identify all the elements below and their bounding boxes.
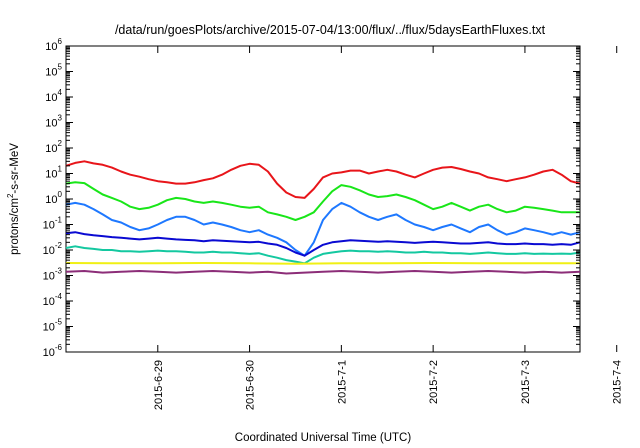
x-tick-label: 2015-7-4	[612, 360, 624, 404]
y-tick-label-exponent: 1	[58, 165, 63, 174]
y-tick-label-exponent: -6	[55, 343, 63, 352]
y-tick-label-base: 10	[45, 41, 57, 53]
plot-frame	[65, 45, 581, 353]
series-layer	[65, 160, 581, 275]
y-tick-label-exponent: -3	[55, 267, 63, 276]
y-tick-label-exponent: -2	[55, 241, 63, 250]
y-tick-label-exponent: 6	[58, 37, 63, 46]
y-tick-label-base: 10	[43, 296, 55, 308]
y-tick-label-base: 10	[45, 143, 57, 155]
y-tick-label-base: 10	[45, 67, 57, 79]
y-tick-label-exponent: -1	[55, 216, 63, 225]
y-tick-label-exponent: 5	[58, 63, 63, 72]
y-tick-label-base: 10	[43, 245, 55, 257]
flux-series-6	[65, 262, 580, 265]
x-tick-label: 2015-7-2	[428, 360, 440, 404]
flux-series-5	[65, 245, 581, 265]
y-tick-label: 10-5	[43, 318, 63, 334]
y-tick-label-exponent: 3	[58, 114, 63, 123]
y-tick-label-base: 10	[43, 347, 55, 359]
y-tick-label-base: 10	[43, 271, 55, 283]
y-axis-label: protons/cm2-s-sr-MeV	[6, 143, 21, 255]
y-tick-label: 102	[45, 139, 62, 155]
y-tick-label-base: 10	[43, 322, 55, 334]
y-tick-label-base: 10	[45, 169, 57, 181]
y-axis-label-superscript: 2	[6, 193, 15, 198]
y-tick-label-exponent: 4	[58, 88, 63, 97]
x-tick-label: 2015-7-1	[336, 360, 348, 404]
y-tick-label-exponent: -4	[55, 292, 63, 301]
y-tick-label: 10-1	[43, 216, 63, 232]
y-tick-label: 104	[45, 88, 62, 104]
x-tick-label: 2015-6-30	[245, 360, 257, 410]
flux-series-1	[65, 160, 581, 199]
x-tick-label: 2015-7-3	[520, 360, 532, 404]
flux-series-4	[65, 231, 581, 257]
y-tick-label-base: 10	[45, 118, 57, 130]
flux-series-2	[65, 181, 580, 221]
x-tick-label: 2015-6-29	[153, 360, 165, 410]
y-tick-label: 101	[45, 165, 62, 181]
flux-series-3	[65, 201, 581, 257]
y-axis-label-main: protons/cm	[9, 198, 21, 255]
chart-title: /data/run/goesPlots/archive/2015-07-04/1…	[115, 23, 546, 37]
y-tick-label-exponent: 2	[58, 139, 63, 148]
y-tick-label-base: 10	[43, 220, 55, 232]
x-axis-label: Coordinated Universal Time (UTC)	[235, 432, 412, 444]
y-tick-label: 100	[45, 190, 62, 206]
y-tick-label-base: 10	[45, 92, 57, 104]
y-tick-label: 10-6	[43, 343, 63, 359]
y-tick-label: 103	[45, 114, 62, 130]
y-tick-label: 10-3	[43, 267, 63, 283]
svg-text:protons/cm2-s-sr-MeV: protons/cm2-s-sr-MeV	[6, 143, 21, 255]
tick-layer: 10-610-510-410-310-210-11001011021031041…	[43, 37, 624, 410]
y-tick-label-base: 10	[45, 194, 57, 206]
y-tick-label-exponent: 0	[58, 190, 63, 199]
y-tick-label: 106	[45, 37, 62, 53]
y-tick-label: 10-4	[43, 292, 63, 308]
y-tick-label: 105	[45, 63, 62, 79]
flux-series-7	[65, 270, 581, 275]
y-axis-label-suffix: -s-sr-MeV	[9, 143, 21, 194]
y-tick-label-exponent: -5	[55, 318, 63, 327]
y-tick-label: 10-2	[43, 241, 63, 257]
